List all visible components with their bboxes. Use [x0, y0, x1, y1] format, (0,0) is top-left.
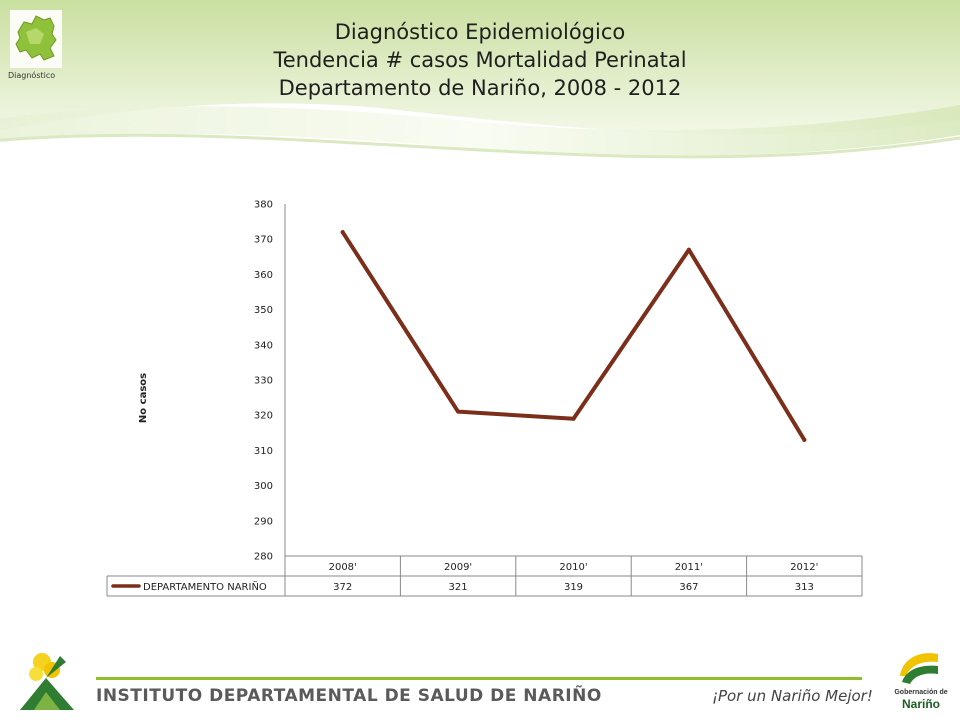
title-line-2: Tendencia # casos Mortalidad Perinatal — [273, 48, 687, 72]
title-line-1: Diagnóstico Epidemiológico — [334, 20, 626, 44]
x-category-label: 2010' — [559, 562, 587, 573]
data-point — [802, 437, 807, 442]
gobernacion-logo — [900, 653, 938, 684]
y-tick-label: 360 — [254, 270, 273, 281]
x-category-label: 2011' — [675, 562, 703, 573]
x-category-label: 2009' — [444, 562, 472, 573]
logo-caption: Diagnóstico — [8, 71, 56, 80]
data-point — [340, 230, 345, 235]
data-point — [456, 409, 461, 414]
table-value-cell: 321 — [449, 582, 468, 593]
gob-label-line1: Gobernación de — [894, 689, 948, 696]
y-tick-label: 280 — [254, 552, 273, 563]
y-tick-label: 330 — [254, 376, 273, 387]
y-tick-label: 310 — [254, 446, 273, 457]
y-axis-title: No casos — [138, 373, 149, 423]
header-background — [0, 0, 960, 159]
gob-label-line2: Nariño — [901, 697, 940, 711]
institute-name: INSTITUTO DEPARTAMENTAL DE SALUD DE NARI… — [96, 686, 602, 706]
map-logo — [10, 10, 62, 68]
table-value-cell: 319 — [564, 582, 583, 593]
series-line — [340, 230, 807, 442]
y-tick-label: 300 — [254, 481, 273, 492]
title-line-3: Departamento de Nariño, 2008 - 2012 — [278, 76, 682, 100]
table-value-cell: 313 — [795, 582, 814, 593]
table-value-cell: 372 — [333, 582, 352, 593]
x-category-label: 2012' — [790, 562, 818, 573]
table-value-cell: 367 — [679, 582, 698, 593]
y-tick-label: 340 — [254, 340, 273, 351]
slogan: ¡Por un Nariño Mejor! — [712, 687, 873, 705]
y-tick-label: 370 — [254, 235, 273, 246]
y-tick-label: 290 — [254, 516, 273, 527]
y-tick-label: 350 — [254, 305, 273, 316]
data-point — [686, 247, 691, 252]
y-tick-label: 320 — [254, 411, 273, 422]
x-category-label: 2008' — [329, 562, 357, 573]
legend-series-name: DEPARTAMENTO NARIÑO — [143, 580, 267, 593]
page-title: Diagnóstico Epidemiológico Tendencia # c… — [180, 18, 780, 102]
y-tick-label: 380 — [254, 200, 273, 211]
institute-flower-logo — [20, 653, 74, 710]
data-point — [571, 416, 576, 421]
narino-map-icon — [15, 15, 57, 61]
footer-divider — [96, 677, 862, 680]
